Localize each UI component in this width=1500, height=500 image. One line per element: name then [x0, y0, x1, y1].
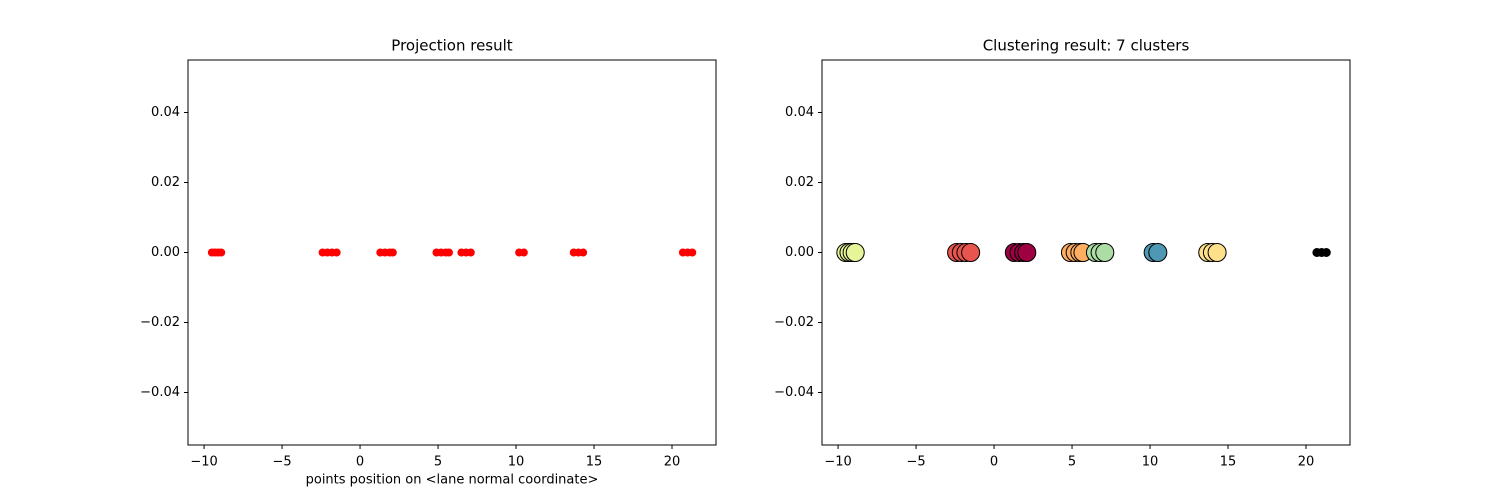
x-tick-label: −5 [906, 455, 925, 470]
data-point [1017, 243, 1037, 262]
data-point [444, 248, 453, 257]
data-point [961, 243, 981, 262]
y-tick-label: 0.00 [151, 245, 180, 260]
y-tick-label: −0.02 [774, 315, 814, 330]
x-tick-label: −10 [190, 455, 217, 470]
data-point [1095, 243, 1115, 262]
x-tick-label: 20 [664, 455, 681, 470]
data-point [579, 248, 588, 257]
x-tick-label: 10 [508, 455, 525, 470]
x-tick-label: 15 [1220, 455, 1237, 470]
chart-title: Clustering result: 7 clusters [983, 37, 1190, 55]
x-tick-label: 5 [1068, 455, 1076, 470]
data-point [845, 243, 865, 262]
y-tick-label: 0.02 [151, 175, 180, 190]
x-tick-label: 10 [1142, 455, 1159, 470]
data-point [388, 248, 397, 257]
x-tick-label: 15 [586, 455, 603, 470]
plot-frame [187, 59, 717, 446]
plot-frame [821, 59, 1351, 446]
x-tick-label: 0 [356, 455, 364, 470]
x-tick-label: −5 [272, 455, 291, 470]
x-tick-label: 20 [1298, 455, 1315, 470]
chart-title: Projection result [391, 37, 512, 55]
y-tick-label: 0.00 [785, 245, 814, 260]
x-tick-label: 0 [990, 455, 998, 470]
data-point [332, 248, 341, 257]
x-tick-label: −10 [824, 455, 851, 470]
subplot: Projection result points position on <lan… [140, 37, 717, 488]
y-tick-label: 0.04 [785, 105, 814, 120]
y-tick-label: 0.04 [151, 105, 180, 120]
y-tick-label: −0.02 [140, 315, 180, 330]
x-tick-label: 5 [434, 455, 442, 470]
y-tick-label: 0.02 [785, 175, 814, 190]
data-point [466, 248, 475, 257]
subplot: Clustering result: 7 clusters −10 −5 0 5 10 15… [774, 37, 1351, 470]
data-point [1321, 248, 1331, 257]
y-tick-label: −0.04 [774, 385, 814, 400]
data-point [1207, 243, 1227, 262]
data-point [217, 248, 226, 257]
y-tick-label: −0.04 [140, 385, 180, 400]
data-point [519, 248, 528, 257]
data-point [1148, 243, 1168, 262]
x-axis-label: points position on <lane normal coordina… [306, 473, 599, 488]
data-point [688, 248, 697, 257]
